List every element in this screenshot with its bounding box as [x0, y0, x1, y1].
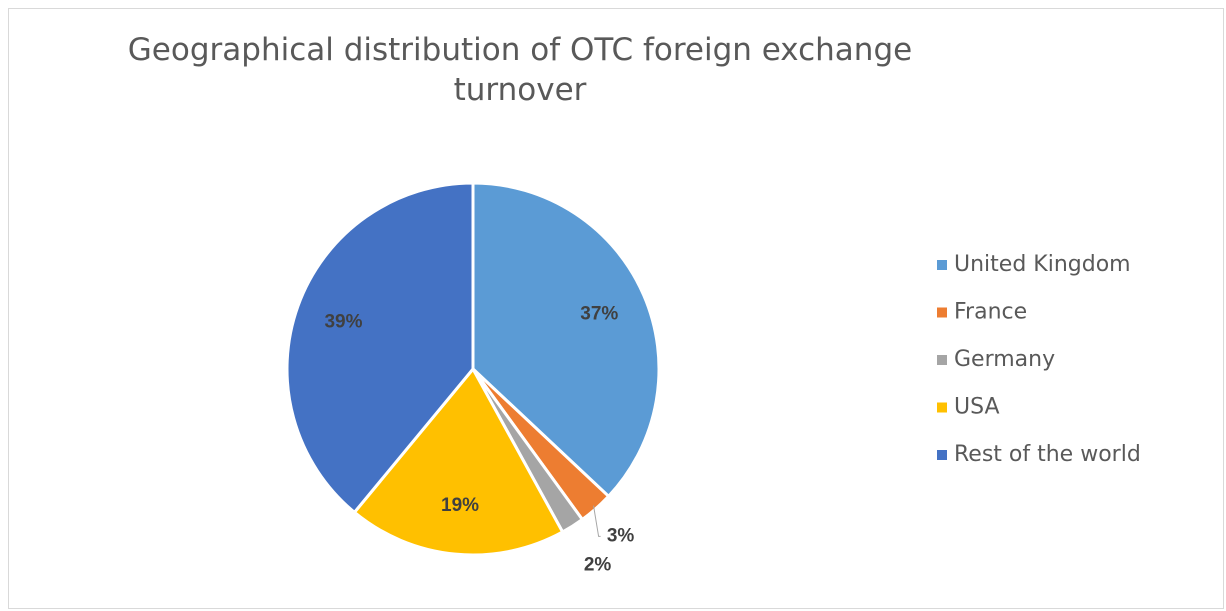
chart-title: Geographical distribution of OTC foreign… [127, 32, 913, 108]
pie-slice [471, 181, 661, 499]
legend-swatch [937, 260, 947, 270]
legend-swatch [937, 402, 947, 413]
leader-line [593, 505, 601, 537]
pie-slice [352, 366, 565, 557]
pie-slice [285, 181, 475, 515]
chart-frame [8, 8, 1224, 609]
data-label: 3% [607, 525, 635, 546]
legend-label: United Kingdom [954, 252, 1131, 277]
legend-label: Germany [954, 347, 1055, 372]
legend-swatch [937, 307, 947, 318]
legend-swatch [937, 355, 947, 365]
data-label: 2% [584, 554, 612, 575]
legend-label: France [954, 300, 1027, 325]
data-label: 39% [324, 311, 362, 332]
data-label: 19% [441, 495, 479, 516]
legend-label: USA [954, 395, 1000, 420]
legend-swatch [937, 450, 947, 460]
data-label: 37% [580, 303, 618, 324]
legend-label: Rest of the world [954, 442, 1141, 467]
